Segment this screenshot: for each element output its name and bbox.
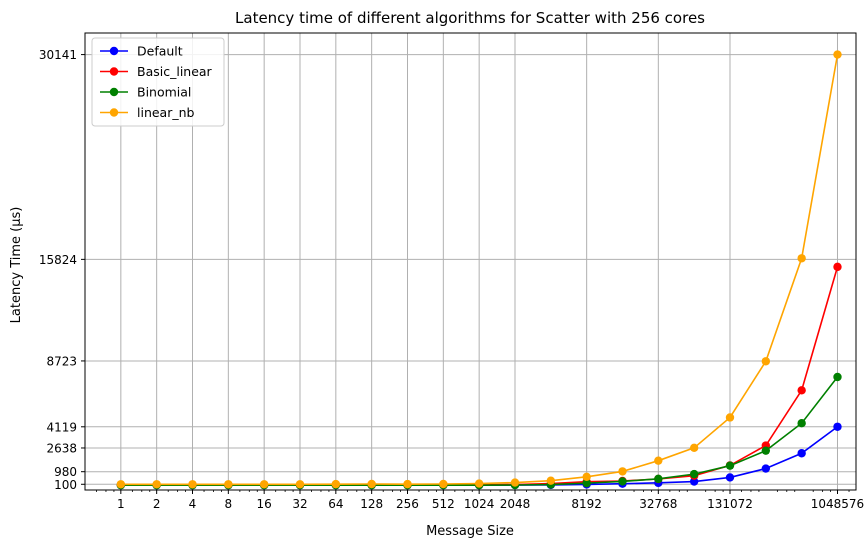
legend-marker-linear-nb [109, 108, 119, 117]
data-point-linear-nb [331, 479, 341, 489]
x-tick-label: 1 [117, 497, 125, 511]
data-point-basic-linear [833, 262, 842, 272]
data-point-linear-nb [188, 480, 197, 489]
x-tick-label: 4 [189, 497, 197, 511]
x-tick-label: 1024 [464, 497, 495, 511]
data-point-linear-nb [689, 443, 699, 453]
x-tick-label: 512 [432, 497, 455, 511]
data-point-default [761, 464, 771, 473]
y-axis-label: Latency Time (µs) [9, 207, 24, 324]
data-point-binomial [582, 478, 591, 488]
x-tick-label: 64 [328, 497, 343, 511]
data-point-linear-nb [761, 357, 771, 366]
x-tick-label: 256 [396, 497, 419, 511]
data-point-linear-nb [152, 480, 161, 489]
x-tick-label: 2 [153, 497, 161, 511]
data-point-linear-nb [582, 472, 591, 482]
data-point-binomial [833, 372, 842, 382]
data-point-linear-nb [725, 413, 735, 422]
data-point-default [833, 422, 842, 431]
x-tick-label: 16 [257, 497, 272, 511]
data-point-linear-nb [546, 476, 556, 485]
data-point-binomial [725, 461, 735, 470]
data-point-binomial [618, 477, 627, 486]
data-point-linear-nb [618, 467, 627, 476]
x-tick-label: 131072 [707, 497, 753, 511]
legend-marker-default [109, 46, 119, 56]
y-tick-label: 30141 [39, 48, 77, 62]
data-point-linear-nb [510, 478, 520, 487]
chart-title: Latency time of different algorithms for… [235, 9, 705, 27]
y-tick-label: 980 [54, 465, 77, 479]
data-point-linear-nb [367, 479, 376, 489]
legend-marker-basic-linear [109, 67, 119, 76]
legend-label-binomial: Binomial [137, 85, 191, 100]
data-point-binomial [689, 469, 699, 479]
data-point-linear-nb [295, 480, 305, 489]
data-point-linear-nb [797, 254, 806, 263]
data-point-linear-nb [403, 479, 412, 489]
y-tick-label: 100 [54, 478, 77, 492]
data-point-basic-linear [797, 386, 806, 395]
data-point-linear-nb [224, 480, 233, 489]
data-point-binomial [761, 446, 771, 455]
y-tick-label: 8723 [46, 354, 77, 368]
x-tick-label: 8 [225, 497, 233, 511]
data-point-linear-nb [833, 50, 842, 59]
y-tick-label: 15824 [39, 253, 77, 267]
x-tick-label: 32768 [639, 497, 677, 511]
legend-box [91, 37, 225, 127]
legend-label-basic-linear: Basic_linear [137, 64, 213, 79]
legend-marker-binomial [109, 87, 119, 97]
data-point-linear-nb [439, 479, 448, 489]
data-point-binomial [654, 474, 663, 484]
series-lines [116, 50, 842, 490]
data-point-linear-nb [654, 456, 663, 465]
data-point-default [689, 477, 699, 486]
x-tick-label: 32 [292, 497, 307, 511]
data-point-linear-nb [259, 480, 269, 489]
plot-area [84, 32, 857, 491]
x-tick-label: 1048576 [811, 497, 864, 511]
x-tick-label: 2048 [500, 497, 531, 511]
x-tick-label: 128 [360, 497, 383, 511]
y-tick-label: 4119 [46, 420, 77, 434]
axes: 1 2 4 8 16 32 64 128 256 512 1024 2048 8192 32768 1310… [39, 48, 864, 511]
data-point-default [725, 473, 735, 482]
data-point-linear-nb [116, 480, 126, 489]
data-point-binomial [797, 419, 806, 428]
legend-label-linear-nb: linear_nb [137, 105, 195, 120]
x-tick-label: 8192 [571, 497, 602, 511]
legend: Default Basic_linear Binomial linear_nb [91, 37, 225, 127]
data-point-linear-nb [474, 479, 484, 488]
data-point-default [797, 449, 806, 458]
y-tick-label: 2638 [46, 441, 77, 455]
legend-label-default: Default [137, 44, 183, 59]
x-axis-label: Message Size [426, 524, 514, 539]
